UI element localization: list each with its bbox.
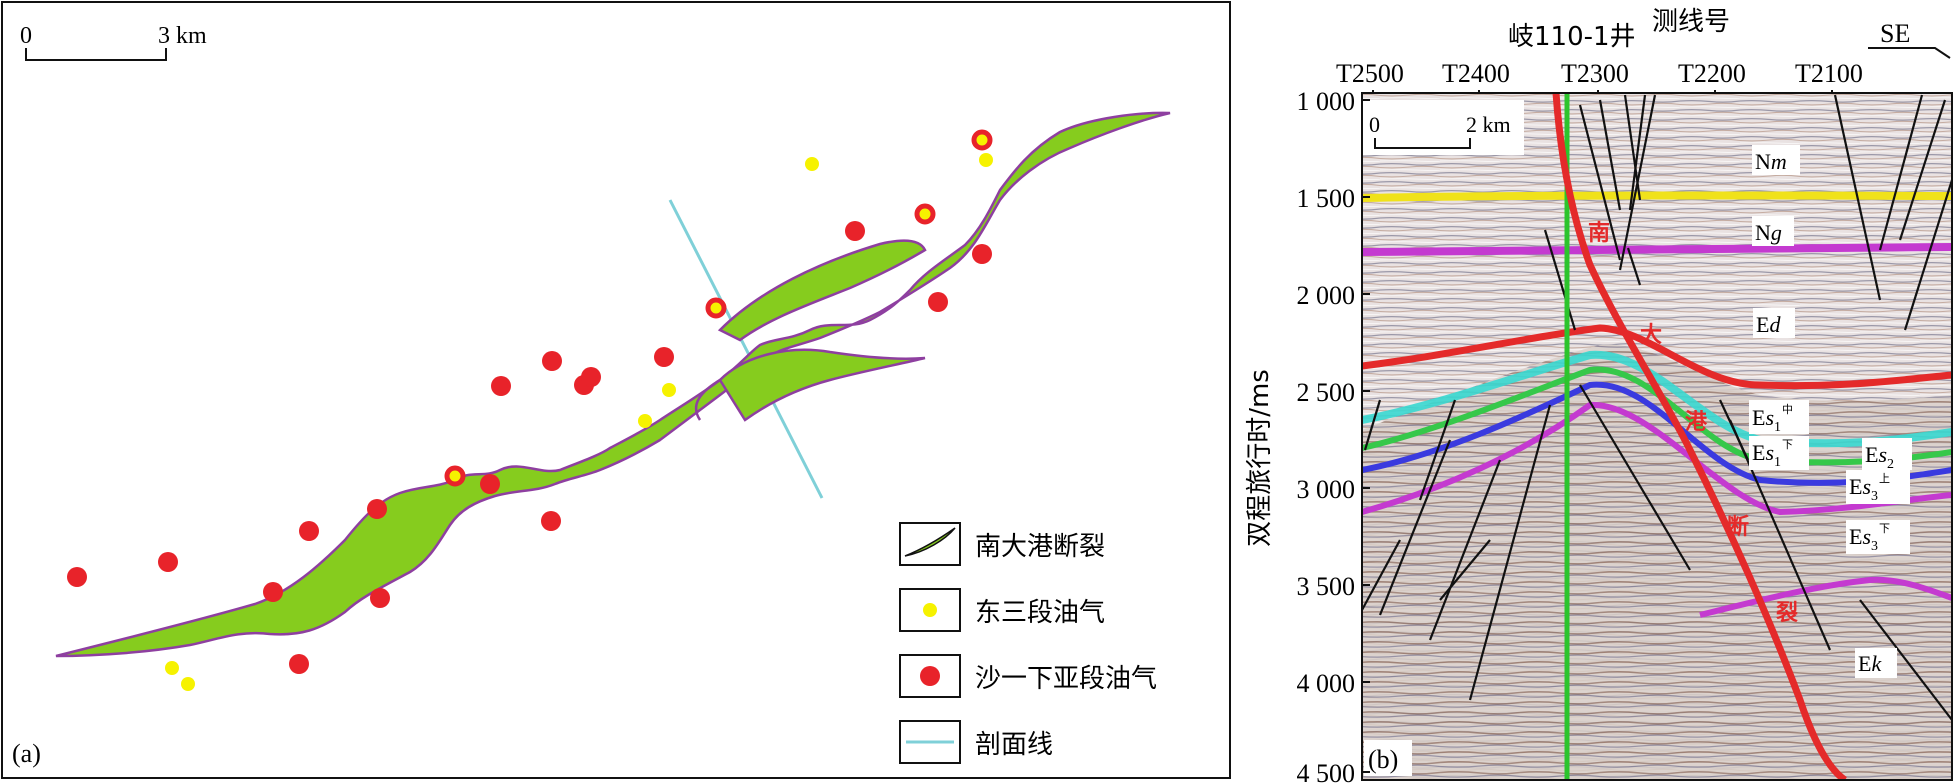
y-tick: 3 500 [1297, 572, 1356, 601]
horizon-ed: Ed [1756, 312, 1781, 337]
scale-end-b: 2 km [1466, 112, 1511, 137]
y-tick: 4 000 [1297, 669, 1356, 698]
panel-a-label: (a) [12, 739, 41, 768]
horizon-es1-low: Es1下 [1752, 438, 1793, 470]
y-tick: 4 500 [1297, 759, 1356, 783]
trace-label: T2500 [1336, 59, 1404, 88]
fault-char: 港 [1685, 410, 1708, 435]
trace-label: T2100 [1795, 59, 1863, 88]
main-fault [1552, 93, 1848, 780]
y-tick-labels: 1 000 1 500 2 000 2 500 3 000 3 500 4 00… [1297, 87, 1356, 783]
horizon-es2: Es2 [1865, 442, 1894, 472]
well-name: 岐110-1井 [1508, 22, 1636, 52]
y-axis-label: 双程旅行时/ms [1245, 369, 1275, 547]
trace-label: T2200 [1678, 59, 1746, 88]
fault-name-chars: 南 大 港 断 裂 [1588, 221, 1798, 626]
section-line [668, 199, 824, 499]
scale-end-a: 3 km [158, 23, 207, 49]
fault-char: 大 [1640, 323, 1662, 348]
direction-label: SE [1880, 19, 1910, 48]
horizon-es1-mid: Es1中 [1752, 403, 1793, 435]
shayi-dots [67, 221, 992, 674]
panel-b-label: (b) [1368, 745, 1398, 774]
y-tick: 2 500 [1297, 378, 1356, 407]
y-ticks [1362, 99, 1370, 773]
fault-char: 裂 [1776, 601, 1798, 626]
horizon-es3-up: Es3上 [1849, 472, 1890, 504]
horizon-es3-low: Es3下 [1849, 522, 1890, 554]
legend-shayi-label: 沙一下亚段油气 [975, 664, 1157, 694]
scale-zero-b: 0 [1369, 112, 1380, 137]
horizon-labels: Nm Ng Ed Es1中 Es1下 Es2 Es3上 Es3下 Ek [1749, 145, 1912, 678]
seismic-section: 0 2 km 南 大 港 断 裂 Nm Ng Ed Es1中 Es1下 Es2 … [1362, 93, 1952, 780]
fault-zone-branch [718, 348, 926, 422]
fault-char: 断 [1727, 514, 1749, 540]
fault-zone [55, 111, 1171, 658]
legend-section-label: 剖面线 [975, 730, 1053, 760]
fault-char: 南 [1588, 221, 1610, 246]
combined-dots [444, 129, 993, 487]
dongsan-dots [165, 153, 993, 691]
scale-box-b [1362, 100, 1524, 155]
horizon-ng: Ng [1755, 220, 1782, 245]
direction-arrow [1868, 47, 1951, 59]
legend-fault-label: 南大港断裂 [975, 532, 1105, 562]
scale-bar-a: 0 3 km [20, 23, 207, 61]
horizon-nm: Nm [1755, 149, 1787, 174]
panel-a-frame [1, 1, 1231, 779]
panel-b-frame [1361, 92, 1953, 781]
trace-labels: T2500 T2400 T2300 T2200 T2100 [1336, 59, 1863, 88]
trace-label: T2300 [1561, 59, 1629, 88]
y-tick: 2 000 [1297, 281, 1356, 310]
legend-a: 南大港断裂 东三段油气 沙一下亚段油气 剖面线 [899, 522, 1157, 764]
scale-zero-a: 0 [20, 23, 32, 49]
y-tick: 1 000 [1297, 87, 1356, 116]
legend-dongsan-label: 东三段油气 [975, 598, 1105, 628]
survey-title: 测线号 [1652, 7, 1730, 37]
horizon-ek: Ek [1858, 651, 1882, 676]
y-tick: 1 500 [1297, 184, 1356, 213]
trace-label: T2400 [1442, 59, 1510, 88]
fault-zone-lobe [717, 239, 927, 342]
y-tick: 3 000 [1297, 475, 1356, 504]
